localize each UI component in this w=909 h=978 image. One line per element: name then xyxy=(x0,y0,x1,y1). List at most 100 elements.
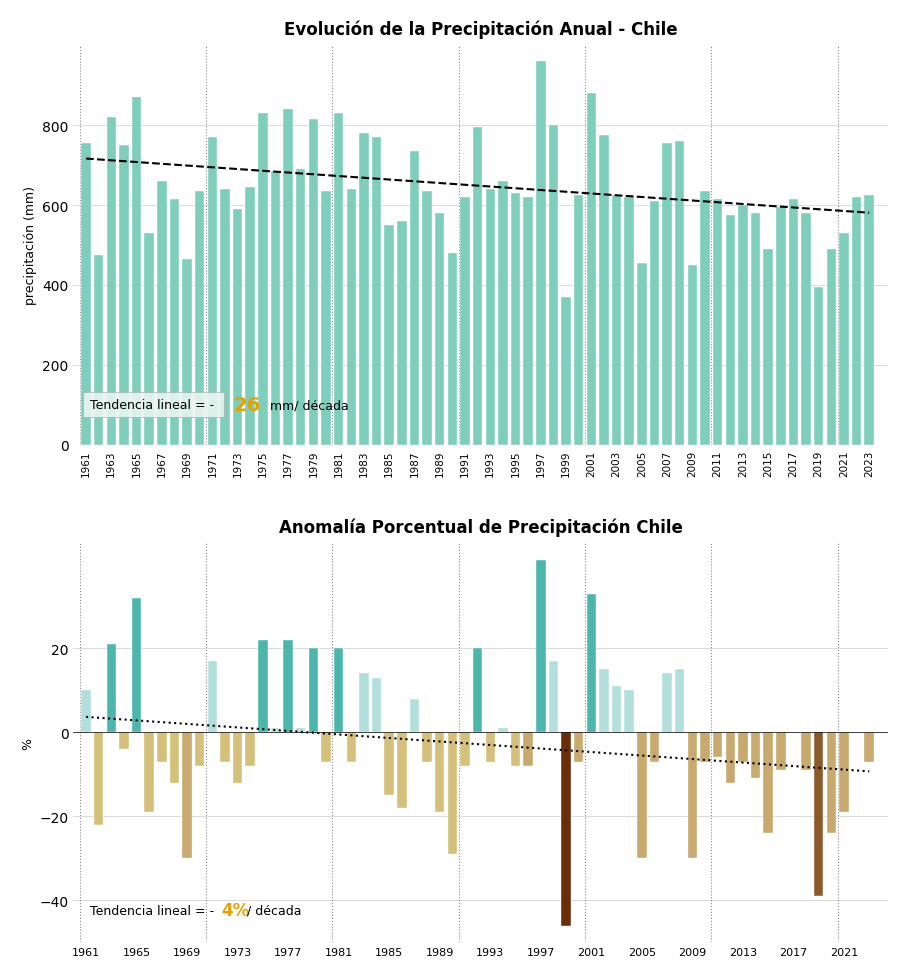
Bar xyxy=(81,144,91,445)
Bar xyxy=(852,198,862,445)
Bar xyxy=(145,733,154,813)
Bar xyxy=(764,733,773,833)
Bar xyxy=(738,206,747,445)
Bar xyxy=(675,142,684,445)
Bar xyxy=(271,729,280,733)
Bar xyxy=(157,182,166,445)
Bar xyxy=(157,733,166,762)
Bar xyxy=(233,210,243,445)
Bar xyxy=(170,200,179,445)
Bar xyxy=(485,190,495,445)
Bar xyxy=(271,172,280,445)
Bar xyxy=(258,114,267,445)
Bar xyxy=(81,690,91,733)
Bar xyxy=(372,678,381,733)
Bar xyxy=(447,253,457,445)
Title: Anomalía Porcentual de Precipitación Chile: Anomalía Porcentual de Precipitación Chi… xyxy=(279,518,683,537)
Bar xyxy=(612,196,622,445)
Text: 26: 26 xyxy=(234,396,261,415)
Bar xyxy=(385,733,394,795)
Bar xyxy=(145,234,154,445)
Bar xyxy=(132,98,141,445)
Bar xyxy=(789,200,798,445)
Bar xyxy=(321,192,331,445)
Bar xyxy=(346,733,356,762)
Bar xyxy=(511,194,520,445)
Bar xyxy=(864,733,874,762)
Bar xyxy=(549,126,558,445)
Bar xyxy=(334,114,344,445)
Bar xyxy=(119,146,129,445)
Bar xyxy=(586,94,596,445)
Bar xyxy=(195,733,205,766)
Bar xyxy=(359,674,369,733)
Bar xyxy=(385,226,394,445)
Bar xyxy=(119,733,129,749)
Bar xyxy=(574,196,584,445)
Bar xyxy=(751,214,760,445)
Bar xyxy=(864,196,874,445)
Bar xyxy=(94,255,104,445)
Bar xyxy=(713,733,723,758)
Bar xyxy=(220,733,230,762)
Bar xyxy=(397,733,406,808)
Bar xyxy=(423,192,432,445)
Bar xyxy=(207,661,217,733)
Bar xyxy=(346,190,356,445)
Bar xyxy=(106,118,116,445)
Bar xyxy=(258,641,267,733)
Bar xyxy=(586,594,596,733)
Bar xyxy=(309,648,318,733)
Bar xyxy=(776,733,785,771)
Bar xyxy=(435,214,445,445)
Bar xyxy=(637,264,646,445)
Bar xyxy=(460,198,470,445)
Bar xyxy=(233,733,243,782)
Bar xyxy=(220,190,230,445)
Text: Tendencia lineal = -: Tendencia lineal = - xyxy=(90,904,218,917)
Bar xyxy=(410,699,419,733)
Bar xyxy=(713,200,723,445)
Bar xyxy=(284,641,293,733)
Bar xyxy=(839,733,849,813)
Title: Evolución de la Precipitación Anual - Chile: Evolución de la Precipitación Anual - Ch… xyxy=(284,21,677,39)
Y-axis label: %: % xyxy=(21,737,34,749)
Bar xyxy=(524,198,533,445)
Bar xyxy=(700,733,710,762)
Bar xyxy=(397,222,406,445)
Bar xyxy=(802,214,811,445)
Y-axis label: precipitación (mm): precipitación (mm) xyxy=(24,187,36,305)
Bar xyxy=(498,729,507,733)
Bar xyxy=(624,198,634,445)
Bar xyxy=(536,560,545,733)
Bar xyxy=(511,733,520,766)
Bar xyxy=(839,234,849,445)
Bar xyxy=(245,733,255,766)
Bar xyxy=(612,687,622,733)
Bar xyxy=(725,733,735,782)
Bar xyxy=(700,192,710,445)
Bar xyxy=(498,182,507,445)
Bar xyxy=(650,733,659,762)
Bar xyxy=(675,670,684,733)
Text: / década: / década xyxy=(247,904,302,917)
Bar xyxy=(802,733,811,771)
Bar xyxy=(663,674,672,733)
Bar xyxy=(725,216,735,445)
Bar xyxy=(814,288,824,445)
Bar xyxy=(599,136,609,445)
Bar xyxy=(183,733,192,859)
Bar xyxy=(309,120,318,445)
Bar xyxy=(207,138,217,445)
Bar xyxy=(435,733,445,813)
Bar xyxy=(460,733,470,766)
Bar xyxy=(423,733,432,762)
Bar xyxy=(372,138,381,445)
Bar xyxy=(650,201,659,445)
Text: Tendencia lineal = -: Tendencia lineal = - xyxy=(90,399,218,412)
Bar xyxy=(561,297,571,445)
Bar xyxy=(687,733,697,859)
Bar xyxy=(321,733,331,762)
Bar xyxy=(94,733,104,824)
Bar xyxy=(195,192,205,445)
